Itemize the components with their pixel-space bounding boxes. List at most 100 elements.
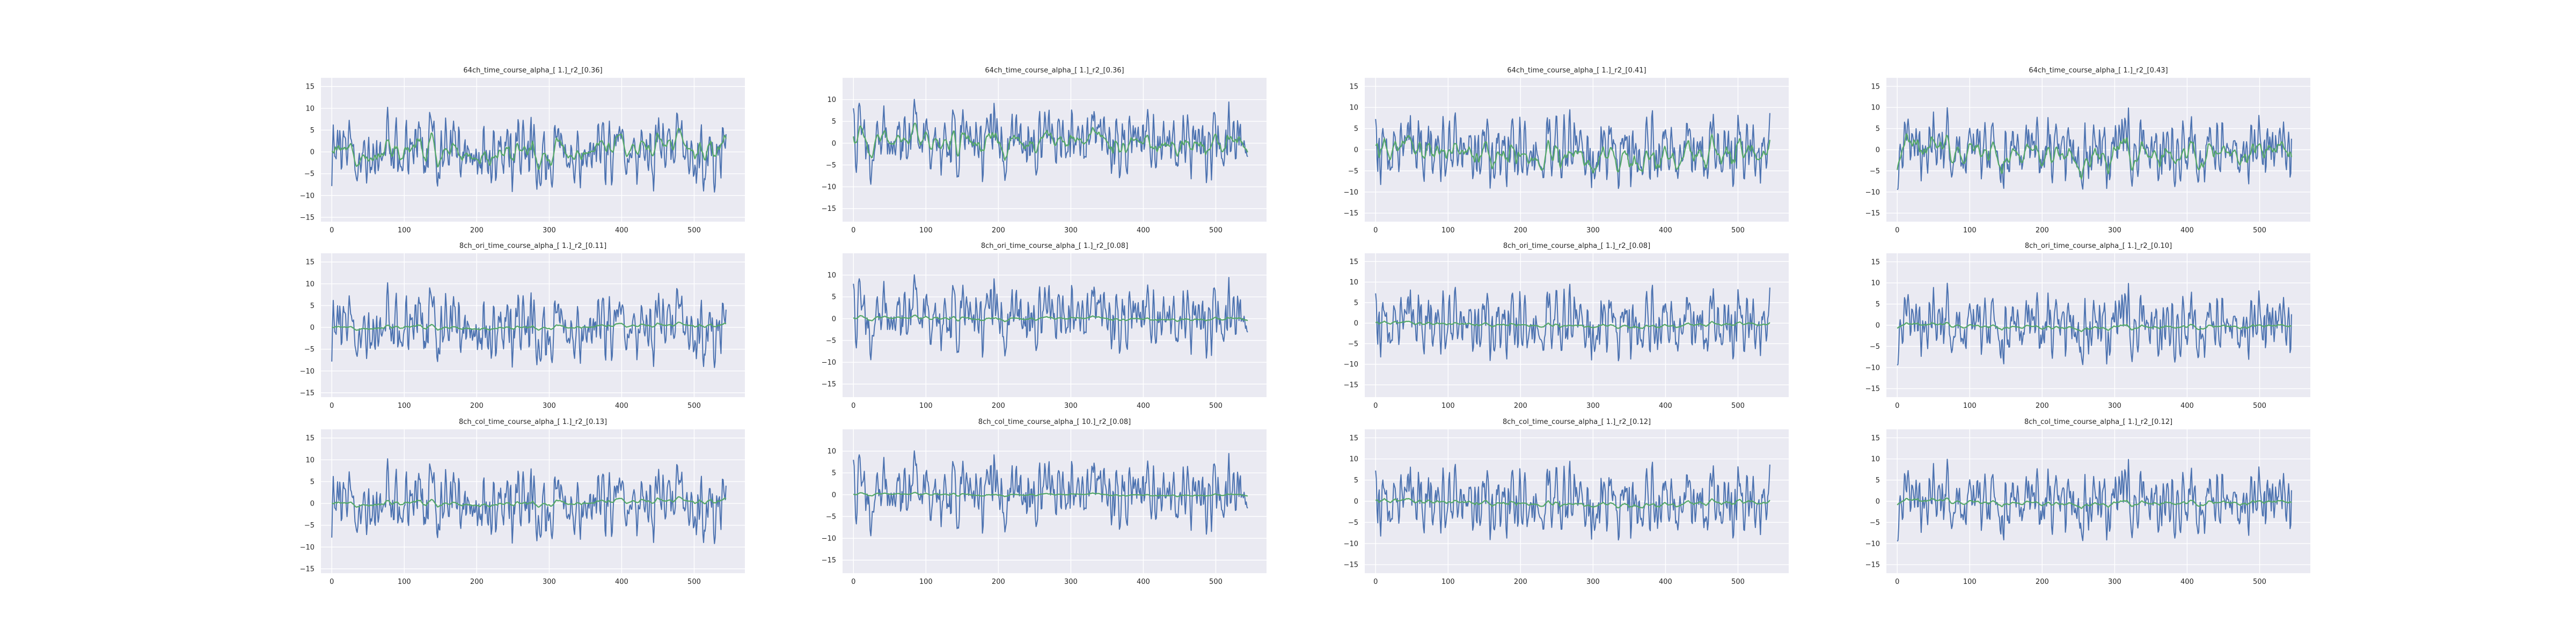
subplot-title: 64ch_time_course_alpha_[ 1.]_r2_[0.36] <box>985 67 1124 75</box>
x-tick-label: 300 <box>1586 402 1600 410</box>
x-tick-label: 0 <box>851 402 855 410</box>
subplot-1-3: −15 −10 −5 0 5 10 15 0 100 200 300 400 500 8ch_ori_ti… <box>1865 242 2310 410</box>
subplot-title: 8ch_ori_time_course_alpha_[ 1.]_r2_[0.08… <box>981 242 1128 250</box>
y-tick-label: 5 <box>1876 477 1880 485</box>
y-tick-label: 10 <box>1871 456 1880 464</box>
x-tick-label: 500 <box>687 226 701 235</box>
y-tick-label: 0 <box>310 324 314 332</box>
x-tick-label: 300 <box>543 578 556 586</box>
series-line-green <box>853 492 1248 497</box>
x-tick-label: 200 <box>992 578 1005 586</box>
x-tick-label: 500 <box>1209 402 1223 410</box>
y-tick-label: 10 <box>1349 456 1358 464</box>
y-tick-label: 0 <box>1876 498 1880 506</box>
y-tick-label: 10 <box>827 272 836 280</box>
x-tick-label: 300 <box>2108 578 2121 586</box>
y-tick-label: 0 <box>1876 147 1880 155</box>
x-tick-label: 100 <box>1441 578 1455 586</box>
x-tick-label: 0 <box>851 578 855 586</box>
series-line-blue <box>1897 458 2292 542</box>
x-tick-label: 100 <box>919 226 933 235</box>
x-tick-label: 100 <box>1441 402 1455 410</box>
x-tick-label: 100 <box>919 402 933 410</box>
y-tick-label: 5 <box>832 470 836 478</box>
x-tick-label: 400 <box>615 402 628 410</box>
x-tick-label: 200 <box>2036 226 2049 235</box>
y-tick-label: −10 <box>300 544 314 552</box>
x-tick-label: 200 <box>2036 402 2049 410</box>
x-tick-label: 200 <box>1514 402 1527 410</box>
x-tick-label: 200 <box>992 226 1005 235</box>
series-line-green <box>1897 497 2292 509</box>
x-tick-label: 400 <box>615 226 628 235</box>
y-tick-label: 5 <box>832 118 836 126</box>
x-tick-label: 500 <box>1209 578 1223 586</box>
series-line-blue <box>853 274 1248 361</box>
series-line-green <box>332 321 727 331</box>
y-tick-label: −5 <box>826 337 836 345</box>
subplot-1-0: −15 −10 −5 0 5 10 15 0 100 200 300 400 500 8ch_ori_ti… <box>300 242 745 410</box>
x-tick-label: 300 <box>1586 226 1600 235</box>
y-tick-label: −5 <box>1348 340 1358 348</box>
subplot-2-2: −15 −10 −5 0 5 10 15 0 100 200 300 400 500 8ch_col_ti… <box>1344 418 1789 586</box>
x-tick-label: 300 <box>543 402 556 410</box>
x-tick-label: 400 <box>615 578 628 586</box>
y-tick-label: −15 <box>1865 561 1880 569</box>
y-tick-label: 15 <box>1871 258 1880 266</box>
y-tick-label: 10 <box>827 448 836 456</box>
y-tick-label: 10 <box>827 96 836 104</box>
x-tick-label: 200 <box>992 402 1005 410</box>
y-tick-label: −15 <box>1865 210 1880 218</box>
y-tick-label: −15 <box>300 214 314 222</box>
y-tick-label: −5 <box>1870 343 1880 351</box>
subplot-1-2: −15 −10 −5 0 5 10 15 0 100 200 300 400 500 8ch_ori_ti… <box>1344 242 1789 410</box>
y-tick-label: 5 <box>1876 125 1880 133</box>
x-tick-label: 0 <box>330 226 334 235</box>
x-tick-label: 500 <box>1209 226 1223 235</box>
subplot-0-2: −15 −10 −5 0 5 10 15 0 100 200 300 400 500 64ch_time_… <box>1344 67 1789 235</box>
y-tick-label: −15 <box>1865 385 1880 393</box>
y-tick-label: 15 <box>305 83 314 91</box>
y-tick-label: 5 <box>1354 125 1358 133</box>
x-tick-label: 300 <box>1064 226 1078 235</box>
y-tick-label: −5 <box>304 170 314 178</box>
y-tick-label: −5 <box>826 513 836 521</box>
y-tick-label: 0 <box>1876 322 1880 330</box>
y-tick-label: 10 <box>1871 280 1880 288</box>
y-tick-label: −10 <box>1344 361 1358 369</box>
y-tick-label: −5 <box>826 162 836 170</box>
series-line-blue <box>1375 109 1770 189</box>
y-tick-label: 10 <box>305 456 314 464</box>
y-tick-label: −10 <box>822 184 836 192</box>
x-tick-label: 100 <box>1963 402 1977 410</box>
subplot-title: 8ch_col_time_course_alpha_[ 10.]_r2_[0.0… <box>978 418 1131 426</box>
x-tick-label: 300 <box>1064 578 1078 586</box>
subplot-title: 8ch_col_time_course_alpha_[ 1.]_r2_[0.13… <box>459 418 607 426</box>
x-tick-label: 0 <box>330 578 334 586</box>
subplot-title: 8ch_ori_time_course_alpha_[ 1.]_r2_[0.10… <box>2025 242 2172 250</box>
series-line-green <box>1375 497 1770 509</box>
y-tick-label: −15 <box>822 205 836 213</box>
series-line-blue <box>331 282 727 368</box>
y-tick-label: −15 <box>1344 382 1358 390</box>
series-line-blue <box>331 106 727 193</box>
x-tick-label: 300 <box>1586 578 1600 586</box>
x-tick-label: 100 <box>398 226 411 235</box>
y-tick-label: −5 <box>1870 167 1880 175</box>
y-tick-label: 10 <box>305 105 314 113</box>
y-tick-label: 0 <box>832 315 836 323</box>
y-tick-label: −5 <box>1870 519 1880 527</box>
subplot-2-3: −15 −10 −5 0 5 10 15 0 100 200 300 400 500 8ch_col_ti… <box>1865 418 2310 586</box>
x-tick-label: 0 <box>1373 226 1378 235</box>
subplot-title: 8ch_ori_time_course_alpha_[ 1.]_r2_[0.08… <box>1503 242 1650 250</box>
y-tick-label: −10 <box>300 192 314 200</box>
x-tick-label: 0 <box>1895 226 1899 235</box>
x-tick-label: 500 <box>1731 402 1745 410</box>
y-tick-label: −5 <box>304 346 314 354</box>
x-tick-label: 100 <box>398 578 411 586</box>
x-tick-label: 300 <box>543 226 556 235</box>
series-line-green <box>331 128 727 170</box>
